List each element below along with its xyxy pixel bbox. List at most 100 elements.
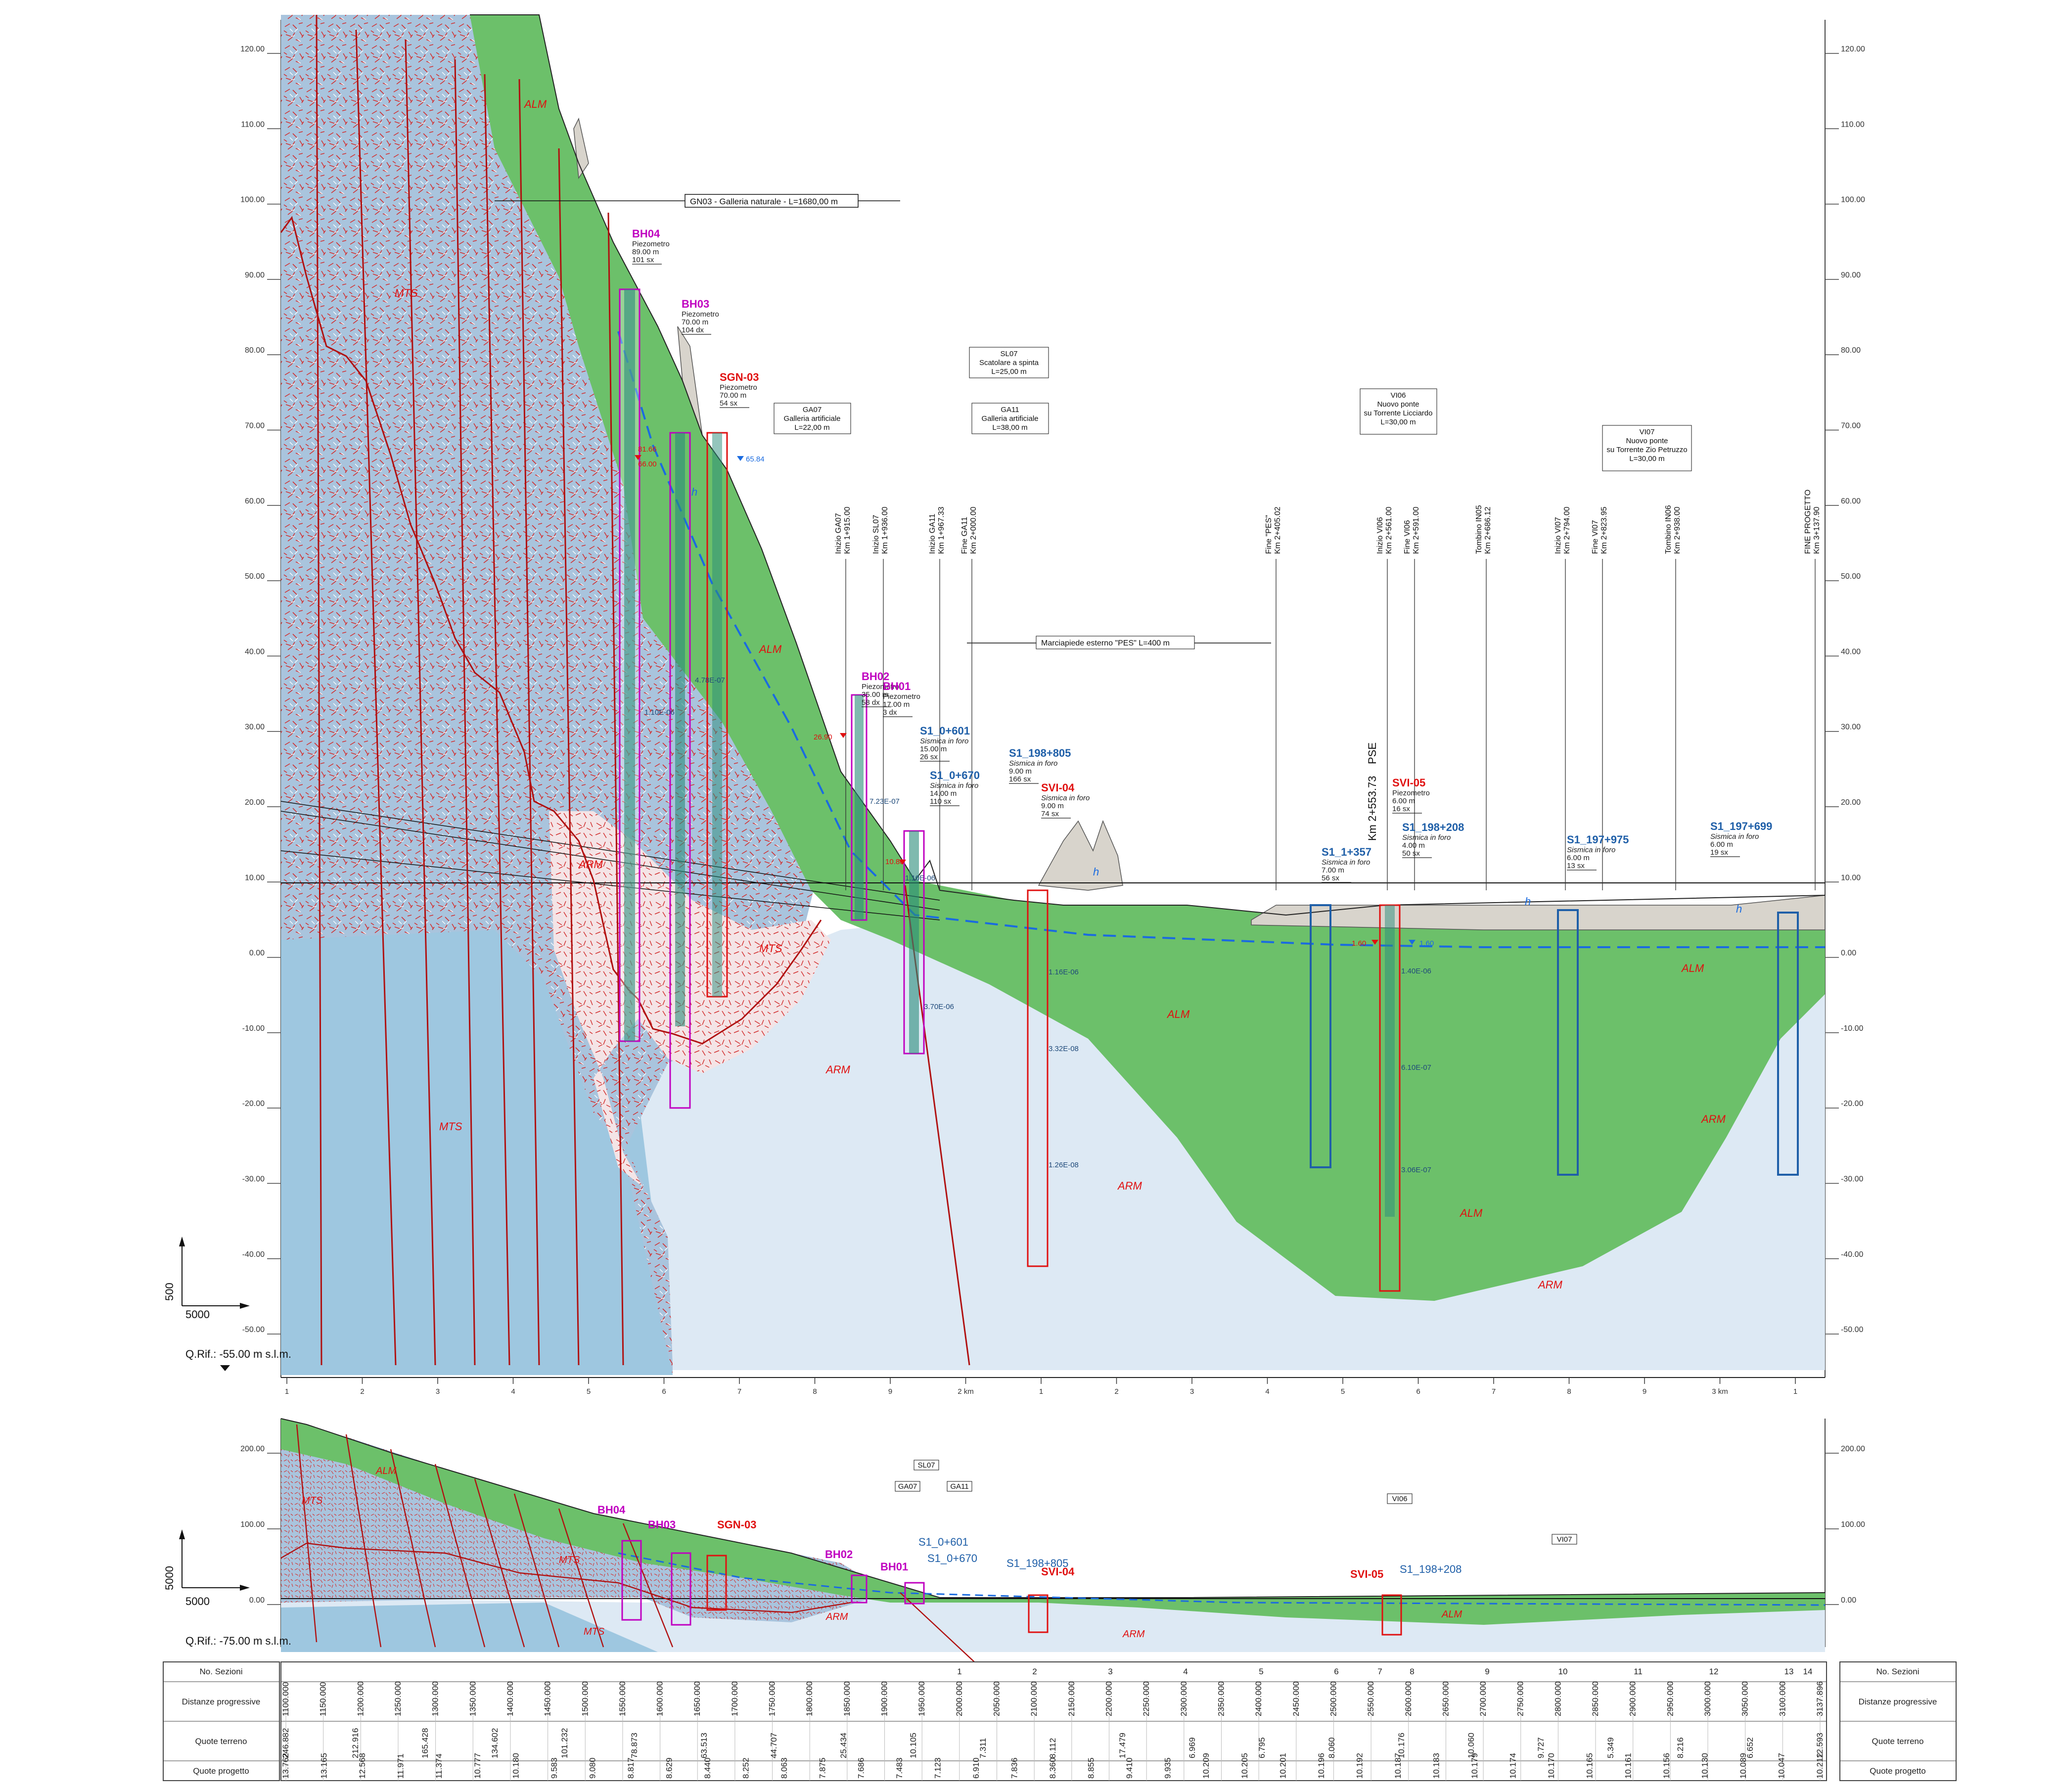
geo-label: ARM <box>578 858 603 871</box>
svg-text:ARM: ARM <box>825 1611 848 1622</box>
project-elevation-cell: 9.935 <box>1163 1757 1173 1779</box>
svg-text:Quote progetto: Quote progetto <box>1870 1766 1925 1776</box>
section-number-cell: 8 <box>1410 1667 1414 1676</box>
terrain-elevation-cell: 8.112 <box>1048 1738 1057 1758</box>
chainage-tick-label: 6 <box>1416 1387 1420 1396</box>
project-elevation-cell: 10.187 <box>1393 1753 1403 1779</box>
distance-cell: 3100.000 <box>1778 1681 1787 1716</box>
svg-text:ARM: ARM <box>1122 1629 1145 1640</box>
chainage-tick-label: 7 <box>1492 1387 1496 1396</box>
chainage-tick-label: 2 km <box>958 1387 974 1396</box>
profile-data-table: No. Sezioni Distanze progressive Quote t… <box>163 1661 1957 1781</box>
distance-cell: 1100.000 <box>281 1682 290 1716</box>
svg-text:S1_198+805: S1_198+805 <box>1006 1557 1068 1569</box>
overview-geo-labels: ALM MTS MTS MTS ARM ALM ARM <box>302 1466 1462 1640</box>
borehole-depth: 70.00 m <box>682 318 708 326</box>
section-number-cell: 10 <box>1558 1667 1568 1676</box>
svg-text:GA07: GA07 <box>803 406 822 414</box>
chainage-tick-label: 3 km <box>1712 1387 1728 1396</box>
svg-text:1.60: 1.60 <box>1419 939 1434 948</box>
section-number-cell: 3 <box>1108 1667 1112 1676</box>
marker-km: Km 1+915.00 <box>843 506 852 554</box>
terrain-elevation-cell: 246.882 <box>281 1728 290 1758</box>
distance-cell: 1550.000 <box>618 1681 627 1716</box>
borehole-type: Sismica in foro <box>1322 858 1370 867</box>
terrain-elevation-cell: 7.311 <box>978 1738 988 1758</box>
project-elevation-cell: 10.209 <box>1201 1753 1211 1779</box>
distance-cell: 2100.000 <box>1029 1681 1039 1716</box>
svg-text:5000: 5000 <box>185 1595 210 1608</box>
chainage-tick-label: 2 <box>360 1387 364 1396</box>
svg-text:ALM: ALM <box>1441 1609 1462 1620</box>
elevation-tick-label: 100.00 <box>1841 196 1865 204</box>
pse-km: Km 2+553.73 <box>1366 776 1378 841</box>
elevation-tick-label: 90.00 <box>245 271 265 279</box>
distance-cell: 1200.000 <box>356 1681 365 1716</box>
svg-text:81.66: 81.66 <box>638 445 657 454</box>
elevation-tick-label: -20.00 <box>1841 1100 1863 1108</box>
elevation-tick-label: 0.00 <box>249 1596 265 1605</box>
svg-text:Quote terreno: Quote terreno <box>195 1737 247 1746</box>
section-number-cell: 13 <box>1784 1667 1794 1676</box>
section-number-cell: 2 <box>1032 1667 1037 1676</box>
marker-label: Inizio GA11 <box>928 513 937 554</box>
elevation-tick-label: 20.00 <box>1841 798 1861 807</box>
project-elevation-cell: 10.047 <box>1777 1753 1786 1779</box>
water-table <box>617 331 1825 948</box>
marker-km: Km 2+561.00 <box>1385 506 1393 554</box>
project-elevation-cell: 8.817 <box>626 1757 636 1779</box>
elevation-tick-label: 200.00 <box>240 1445 265 1453</box>
marker-label: Tombino IN05 <box>1475 505 1483 554</box>
project-elevation-cell: 9.583 <box>549 1757 559 1779</box>
borehole-side: 50 sx <box>1402 849 1420 858</box>
elevation-tick-label: 50.00 <box>245 572 265 581</box>
distance-cell: 2350.000 <box>1216 1681 1226 1716</box>
borehole-name: S1_198+805 <box>1009 747 1071 759</box>
distance-cell: 3050.000 <box>1740 1681 1750 1716</box>
distance-cell: 2650.000 <box>1441 1681 1450 1716</box>
borehole-name: S1_0+670 <box>930 769 980 781</box>
terrain-elevation-cell: 25.434 <box>839 1733 848 1758</box>
svg-text:su Torrente Licciardo: su Torrente Licciardo <box>1364 409 1433 417</box>
borehole-side: 110 sx <box>930 797 952 806</box>
svg-text:SL07: SL07 <box>917 1461 935 1470</box>
project-elevation-cell: 10.180 <box>511 1753 520 1779</box>
svg-text:No. Sezioni: No. Sezioni <box>200 1667 243 1676</box>
svg-text:ALM: ALM <box>375 1466 396 1476</box>
elevation-tick-label: 90.00 <box>1841 271 1861 279</box>
scale-vertical: 500 <box>163 1283 176 1301</box>
elevation-tick-label: 120.00 <box>1841 45 1865 53</box>
terrain-profile <box>470 14 1826 916</box>
chainage-tick-label: 6 <box>662 1387 666 1396</box>
marker-label: Inizio GA07 <box>834 513 843 554</box>
svg-text:Scatolare a spinta: Scatolare a spinta <box>979 359 1039 367</box>
terrain-elevation-cell: 5.349 <box>1606 1737 1615 1758</box>
svg-text:MTS: MTS <box>584 1626 605 1637</box>
svg-text:3.70E-06: 3.70E-06 <box>924 1003 954 1011</box>
borehole-side: 13 sx <box>1567 862 1585 870</box>
borehole-type: Piezometro <box>862 683 899 691</box>
borehole-side: 101 sx <box>632 256 654 264</box>
marker-label: Fine GA11 <box>960 517 969 554</box>
distance-cell: 1500.000 <box>580 1681 590 1716</box>
elevation-tick-label: 100.00 <box>1841 1520 1865 1529</box>
terrain-elevation-cell: 10.060 <box>1466 1733 1476 1758</box>
section-number-cell: 9 <box>1485 1667 1489 1676</box>
svg-text:Galleria artificiale: Galleria artificiale <box>783 414 840 423</box>
borehole-name: SGN-03 <box>720 371 759 383</box>
svg-text:SGN-03: SGN-03 <box>717 1518 756 1531</box>
elevation-tick-label: 30.00 <box>245 723 265 732</box>
borehole-depth: 89.00 m <box>632 248 659 256</box>
borehole-depth: 70.00 m <box>720 391 746 400</box>
svg-text:GA11: GA11 <box>950 1482 968 1491</box>
elevation-tick-label: 50.00 <box>1841 572 1861 581</box>
marker-km: Km 2+794.00 <box>1563 506 1571 554</box>
gallery-label: GN03 - Galleria naturale - L=1680,00 m <box>690 197 838 206</box>
marker-km: Km 3+137.90 <box>1813 506 1821 554</box>
borehole-name: S1_197+975 <box>1567 833 1629 846</box>
svg-text:S1_0+670: S1_0+670 <box>927 1552 977 1564</box>
distance-cell: 1900.000 <box>880 1681 889 1716</box>
svg-text:BH04: BH04 <box>597 1504 626 1516</box>
chainage-tick-label: 8 <box>1567 1387 1571 1396</box>
